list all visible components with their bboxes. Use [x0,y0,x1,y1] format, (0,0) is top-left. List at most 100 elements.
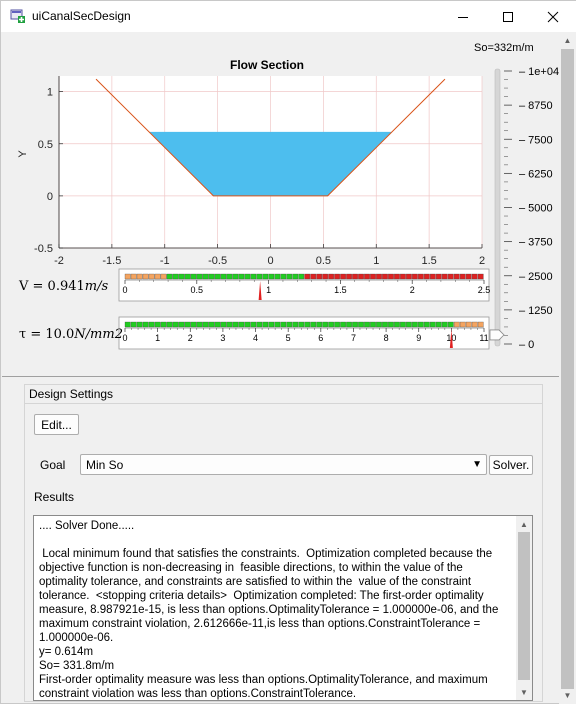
velocity-gauge-band-segment [178,273,185,280]
results-scrollbar[interactable]: ▲ ▼ [516,516,532,700]
x-tick-label: 1 [373,255,379,267]
slider-tick-label: – 8750 [519,100,553,112]
shear-gauge-band-segment [304,321,311,328]
velocity-gauge-band-segment [424,273,430,280]
y-tick-label: 1 [47,87,53,99]
velocity-gauge-band-segment [382,273,388,280]
velocity-gauge-band-segment [334,273,340,280]
velocity-gauge-band-segment [358,273,364,280]
solver-button[interactable]: Solver. [489,455,533,475]
main-scrollbar[interactable]: ▲ ▼ [559,32,576,704]
x-tick-label: 2 [479,255,485,267]
shear-gauge-band-segment [328,321,334,328]
shear-gauge-band-segment [447,321,454,328]
velocity-gauge-label-value: V = 0.941 [18,279,85,294]
window-title: uiCanalSecDesign [32,9,131,23]
shear-gauge-label-value: τ = 10.0 [19,327,74,342]
x-tick-label: 0.5 [316,255,331,267]
slider-tick-label: – 3750 [519,237,553,249]
velocity-gauge-band-segment [136,273,143,280]
slope-slider-thumb[interactable] [489,329,505,341]
velocity-gauge-band-segment [400,273,406,280]
shear-gauge-band-segment [280,321,287,328]
results-text: .... Solver Done..... Local minimum foun… [39,520,499,700]
velocity-gauge-tick-label: 1 [266,285,271,295]
velocity-gauge-band-segment [352,273,358,280]
shear-gauge-band-segment [471,321,478,328]
main-scroll-down-icon[interactable]: ▼ [563,691,572,700]
shear-gauge-band-segment [364,321,370,328]
goal-select[interactable]: Min So ▼ [80,454,487,475]
shear-gauge-tick-label: 8 [384,333,389,343]
velocity-gauge-band-segment [453,273,460,280]
shear-gauge-tick-label: 2 [188,333,193,343]
shear-gauge-band-segment [250,321,257,328]
main-scroll-up-icon[interactable]: ▲ [563,36,572,45]
shear-gauge-tick-label: 11 [479,333,488,343]
minimize-icon [458,16,468,18]
velocity-gauge-band-segment [124,273,131,280]
shear-gauge-band-segment [394,321,400,328]
velocity-gauge-band-segment [310,273,317,280]
shear-gauge-band-segment [178,321,185,328]
panel-title: Design Settings [29,387,114,401]
velocity-gauge-band-segment [328,273,334,280]
velocity-gauge-band-segment [274,273,281,280]
shear-gauge-band-segment [208,321,215,328]
shear-gauge-frame [118,316,490,350]
velocity-gauge-band-segment [166,273,173,280]
shear-gauge-band-segment [292,321,299,328]
velocity-gauge-band-segment [268,273,275,280]
flow-section-chart: -2 -1.5 -1 -0.5 0 0.5 1 1.5 2 -0.5 0 0.5 1 Y 0 0.5 1 1.5 2… [17,66,559,351]
y-axis-label: Y [17,150,29,158]
velocity-gauge-tick-label: 2.5 [478,285,491,295]
shear-gauge-band-segment [346,321,352,328]
main-scroll-thumb[interactable] [561,49,574,689]
y-tick-label: 0.5 [38,139,53,151]
panel-title-divider [25,403,542,404]
shear-gauge-band-segment [382,321,388,328]
scroll-down-icon[interactable]: ▼ [520,687,528,697]
channel-profile-line [95,78,446,197]
velocity-gauge-band-segment [172,273,179,280]
y-tick-label: 0 [47,191,53,203]
shear-gauge-tick-label: 9 [416,333,421,343]
shear-gauge-band-segment [424,321,430,328]
scroll-up-icon[interactable]: ▲ [520,519,528,529]
minimize-button[interactable] [440,1,486,32]
shear-gauge-tick-label: 1 [155,333,160,343]
shear-gauge-band-segment [274,321,281,328]
results-label: Results [34,490,75,504]
shear-gauge-band-segment [244,321,251,328]
slider-tick-label: – 7500 [519,134,553,146]
goal-label: Goal [40,458,66,472]
shear-gauge-needle [449,329,453,348]
close-button[interactable] [530,1,576,32]
velocity-gauge-band-segment [220,273,227,280]
design-settings-panel [24,384,543,702]
shear-gauge-band-segment [376,321,382,328]
results-scroll-thumb[interactable] [518,532,530,680]
velocity-gauge-band-segment [447,273,454,280]
shear-gauge-band-segment [477,321,484,328]
shear-gauge-band-segment [316,321,323,328]
velocity-gauge-band-segment [130,273,137,280]
shear-gauge-band-segment [406,321,412,328]
matlab-app-icon [10,9,25,23]
velocity-gauge-band-segment [418,273,424,280]
velocity-gauge-band-segment [394,273,400,280]
shear-gauge-band-segment [190,321,197,328]
edit-button[interactable]: Edit... [34,414,79,435]
shear-gauge-band-segment [220,321,227,328]
slider-tick-label: – 0 [519,339,534,351]
velocity-gauge-band-segment [202,273,209,280]
title-bar[interactable]: uiCanalSecDesign [1,1,576,32]
maximize-button[interactable] [485,1,531,32]
velocity-gauge-band-segment [370,273,376,280]
shear-gauge-band-segment [166,321,173,328]
velocity-gauge-band-segment [184,273,191,280]
results-textarea[interactable]: .... Solver Done..... Local minimum foun… [33,515,533,701]
shear-gauge-band-segment [388,321,394,328]
shear-gauge-band-segment [322,321,328,328]
